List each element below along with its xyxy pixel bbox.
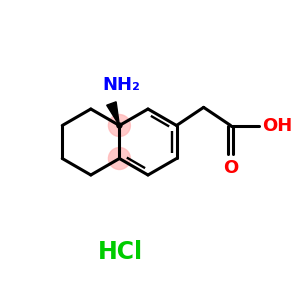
Circle shape [117,123,122,128]
Circle shape [108,148,130,169]
Circle shape [108,115,130,136]
Text: HCl: HCl [98,240,142,264]
Text: NH₂: NH₂ [103,76,140,94]
Text: O: O [223,158,238,176]
Polygon shape [107,102,119,125]
Text: OH: OH [262,116,292,134]
